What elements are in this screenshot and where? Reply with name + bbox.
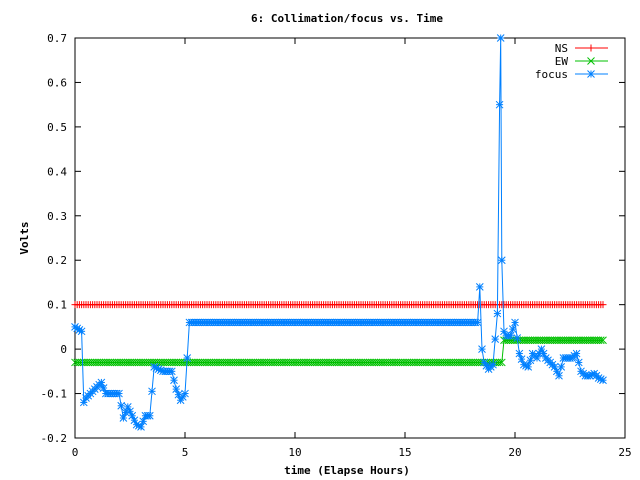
series-focus [71, 34, 607, 431]
data-point-focus [524, 363, 533, 371]
y-tick-label: -0.2 [41, 432, 68, 445]
y-axis-label: Volts [18, 221, 31, 254]
data-point-focus [145, 411, 154, 420]
y-tick-label: 0.1 [47, 299, 67, 312]
data-point-focus [508, 325, 517, 333]
data-point-focus [170, 376, 178, 385]
y-tick-label: 0.2 [47, 254, 67, 267]
data-point-focus [491, 335, 500, 343]
data-point-focus [513, 334, 522, 342]
chart-title: 6: Collimation/focus vs. Time [251, 12, 443, 25]
y-tick-label: 0.3 [47, 210, 67, 223]
data-point-focus [572, 349, 581, 358]
data-point-focus [167, 367, 176, 376]
legend-label: focus [535, 68, 568, 81]
data-point-focus [493, 309, 502, 318]
data-point-focus [557, 363, 566, 371]
data-point-focus [495, 100, 504, 109]
data-point-focus [496, 34, 505, 42]
data-point-focus [77, 327, 86, 336]
data-point-ew [599, 336, 607, 345]
data-point-focus [473, 318, 482, 327]
data-point-focus [117, 401, 126, 410]
plot-frame [74, 37, 626, 439]
x-tick-label: 5 [182, 446, 189, 459]
data-point-ew [497, 358, 506, 367]
y-tick-label: 0.7 [47, 32, 67, 45]
legend-marker [587, 44, 595, 52]
x-tick-label: 10 [288, 446, 301, 459]
y-tick-label: -0.1 [41, 388, 68, 401]
data-point-focus [574, 358, 583, 367]
data-point-focus [130, 416, 139, 425]
data-point-focus [115, 389, 123, 398]
series-ns [71, 301, 607, 309]
data-point-ew [495, 358, 504, 367]
data-point-focus [489, 360, 497, 369]
data-point-focus [148, 387, 156, 396]
y-tick-label: 0.6 [47, 76, 67, 89]
y-tick-label: 0.5 [47, 121, 67, 134]
x-axis-label: time (Elapse Hours) [284, 464, 410, 477]
legend-label: NS [555, 42, 568, 55]
data-point-focus [181, 389, 189, 398]
x-tick-label: 20 [508, 446, 521, 459]
data-point-focus [97, 378, 106, 387]
data-point-focus [475, 283, 484, 291]
data-point-ns [599, 301, 607, 309]
data-point-focus [511, 318, 519, 327]
axes: 0 5 10 15 20 25 -0.2 -0.1 0 0.1 0.2 0.3 0.4 0.5 0.6 0.7 [41, 32, 632, 459]
data-point-focus [555, 371, 563, 380]
data-point-focus [550, 363, 559, 371]
legend-label: EW [555, 55, 569, 68]
legend-marker [587, 70, 595, 78]
data-point-focus [497, 256, 506, 265]
data-point-focus [506, 331, 515, 340]
x-tick-label: 0 [72, 446, 79, 459]
legend-marker [587, 57, 595, 65]
plot-series [71, 34, 607, 431]
y-tick-label: 0 [60, 343, 67, 356]
x-tick-label: 15 [398, 446, 411, 459]
data-point-focus [183, 354, 192, 362]
data-point-focus [478, 345, 486, 353]
x-tick-label: 25 [618, 446, 631, 459]
y-tick-label: 0.4 [47, 165, 67, 178]
data-point-focus [599, 376, 607, 385]
data-point-ew [596, 336, 605, 345]
